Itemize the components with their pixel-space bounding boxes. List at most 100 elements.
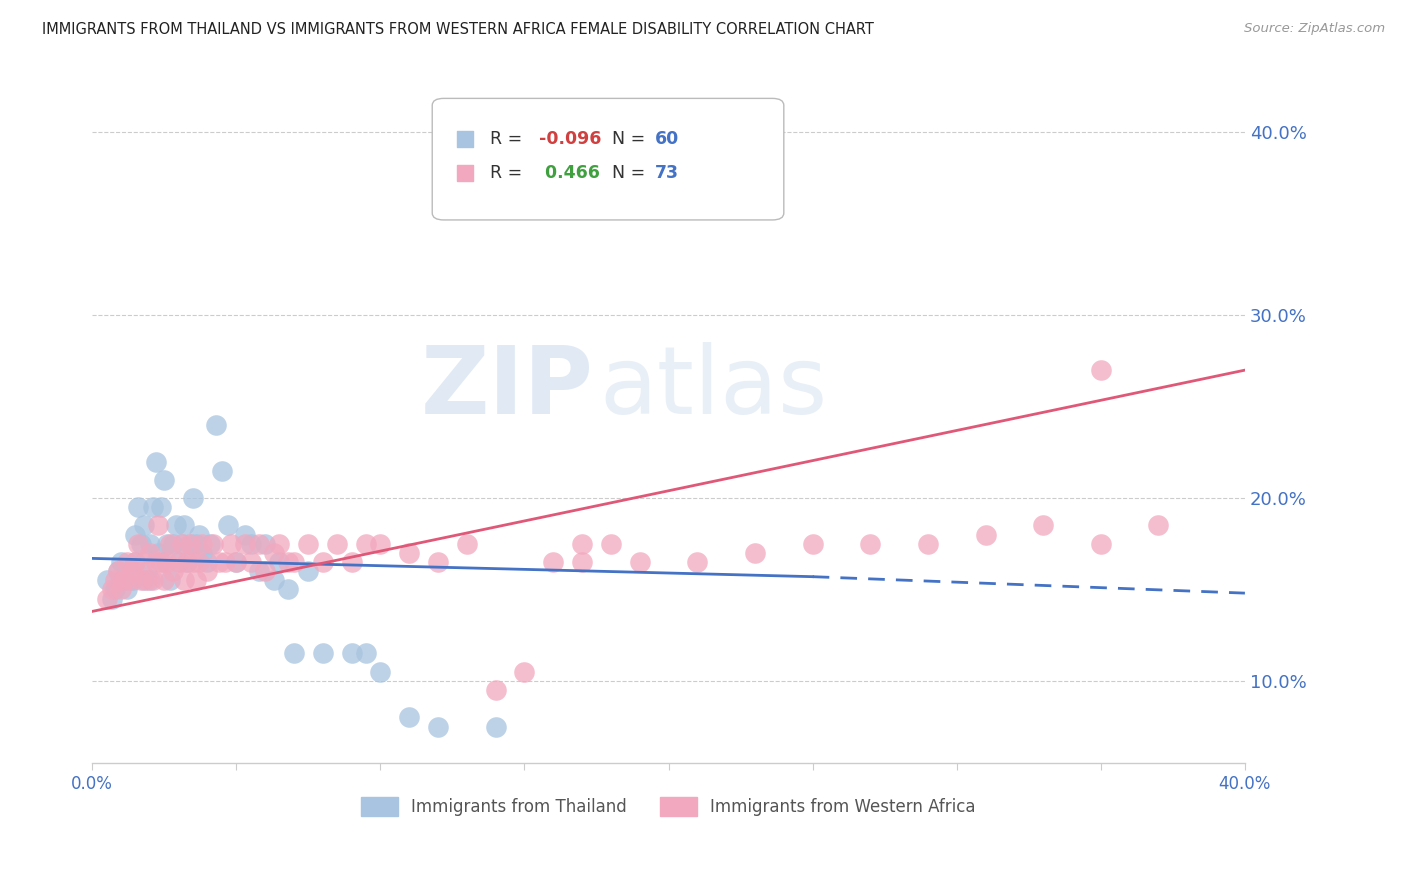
Point	[127, 537, 149, 551]
Point	[115, 582, 138, 597]
Point	[263, 546, 285, 560]
Point	[354, 647, 377, 661]
Point	[153, 574, 176, 588]
Point	[132, 518, 155, 533]
Text: 73: 73	[655, 164, 679, 182]
Point	[162, 537, 184, 551]
Point	[628, 555, 651, 569]
Point	[145, 454, 167, 468]
Point	[974, 527, 997, 541]
Point	[297, 564, 319, 578]
Point	[162, 564, 184, 578]
Point	[247, 537, 270, 551]
Point	[170, 537, 193, 551]
Point	[254, 564, 277, 578]
Point	[254, 537, 277, 551]
Point	[118, 564, 141, 578]
Point	[1090, 363, 1112, 377]
Point	[326, 537, 349, 551]
Point	[156, 555, 179, 569]
FancyBboxPatch shape	[432, 98, 783, 220]
Point	[110, 555, 132, 569]
Point	[277, 582, 299, 597]
Point	[239, 555, 262, 569]
Point	[121, 574, 143, 588]
Point	[233, 527, 256, 541]
Point	[859, 537, 882, 551]
Point	[107, 564, 129, 578]
Point	[184, 537, 207, 551]
Point	[571, 537, 593, 551]
Point	[187, 555, 209, 569]
Point	[225, 555, 247, 569]
Point	[247, 564, 270, 578]
Text: R =: R =	[489, 129, 527, 148]
Point	[136, 564, 159, 578]
Point	[129, 574, 152, 588]
Legend: Immigrants from Thailand, Immigrants from Western Africa: Immigrants from Thailand, Immigrants fro…	[353, 789, 984, 824]
Point	[107, 564, 129, 578]
Point	[657, 144, 679, 158]
Text: N =: N =	[600, 164, 651, 182]
Text: atlas: atlas	[599, 342, 828, 434]
Point	[173, 574, 195, 588]
Point	[132, 555, 155, 569]
Point	[187, 527, 209, 541]
Point	[190, 537, 212, 551]
Point	[112, 574, 135, 588]
Point	[283, 555, 305, 569]
Point	[184, 574, 207, 588]
Point	[153, 473, 176, 487]
Point	[211, 464, 233, 478]
Text: 60: 60	[655, 129, 679, 148]
Point	[179, 537, 201, 551]
Point	[124, 527, 146, 541]
Point	[173, 518, 195, 533]
Point	[159, 537, 181, 551]
Point	[139, 574, 162, 588]
Point	[297, 537, 319, 551]
Point	[277, 555, 299, 569]
Point	[398, 710, 420, 724]
Text: Source: ZipAtlas.com: Source: ZipAtlas.com	[1244, 22, 1385, 36]
Point	[153, 555, 176, 569]
Point	[571, 555, 593, 569]
Point	[110, 574, 132, 588]
Point	[398, 546, 420, 560]
Point	[127, 500, 149, 515]
Point	[485, 683, 508, 698]
Point	[165, 518, 187, 533]
Point	[148, 546, 170, 560]
Point	[96, 591, 118, 606]
Point	[340, 647, 363, 661]
Point	[1032, 518, 1054, 533]
Point	[225, 555, 247, 569]
Point	[148, 518, 170, 533]
Point	[202, 537, 225, 551]
Point	[200, 537, 222, 551]
Text: ZIP: ZIP	[420, 342, 593, 434]
Point	[124, 555, 146, 569]
Point	[340, 555, 363, 569]
Point	[142, 574, 165, 588]
Point	[456, 537, 478, 551]
Point	[139, 537, 162, 551]
Point	[115, 555, 138, 569]
Point	[283, 647, 305, 661]
Point	[139, 546, 162, 560]
Point	[427, 720, 450, 734]
Point	[101, 591, 124, 606]
Point	[129, 537, 152, 551]
Point	[150, 555, 173, 569]
Point	[801, 537, 824, 551]
Point	[145, 555, 167, 569]
Point	[208, 555, 231, 569]
Point	[263, 574, 285, 588]
Point	[179, 537, 201, 551]
Point	[269, 537, 291, 551]
Point	[118, 574, 141, 588]
Point	[214, 555, 236, 569]
Point	[124, 555, 146, 569]
Point	[197, 555, 219, 569]
Point	[142, 500, 165, 515]
